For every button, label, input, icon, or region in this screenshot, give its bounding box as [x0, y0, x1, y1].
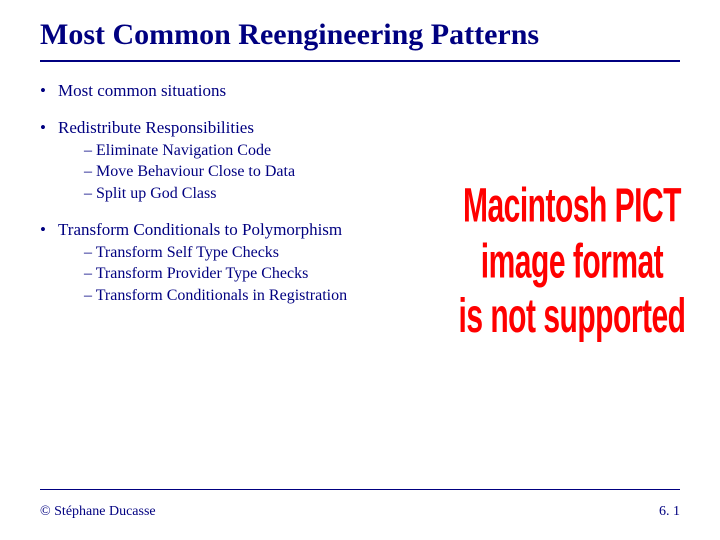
bullet-text: Most common situations	[58, 81, 226, 100]
title-underline	[40, 60, 680, 62]
bullet-dot-icon: •	[40, 117, 58, 140]
slide: Most Common Reengineering Patterns •Most…	[0, 0, 720, 540]
placeholder-line: image format	[452, 235, 692, 290]
slide-footer: © Stéphane Ducasse 6. 1	[40, 504, 680, 520]
bullet-item: •Redistribute Responsibilities	[40, 117, 680, 140]
sub-bullet-text: Transform Self Type Checks	[96, 244, 279, 261]
footer-author: © Stéphane Ducasse	[40, 504, 156, 520]
slide-title: Most Common Reengineering Patterns	[40, 18, 680, 52]
placeholder-line: Macintosh PICT	[452, 180, 692, 235]
sub-bullet-text: Move Behaviour Close to Data	[96, 163, 295, 180]
sub-bullet-text: Transform Provider Type Checks	[96, 265, 309, 282]
sub-bullet-text: Eliminate Navigation Code	[96, 142, 271, 159]
bullet-dot-icon: •	[40, 219, 58, 242]
missing-image-placeholder: Macintosh PICT image format is not suppo…	[452, 180, 692, 346]
sub-bullet-text: Transform Conditionals in Registration	[96, 287, 347, 304]
footer-page-number: 6. 1	[659, 504, 680, 520]
bullet-text: Redistribute Responsibilities	[58, 118, 254, 137]
footer-rule	[40, 489, 680, 490]
bullet-dot-icon: •	[40, 80, 58, 103]
bullet-text: Transform Conditionals to Polymorphism	[58, 220, 342, 239]
sub-bullet-text: Split up God Class	[96, 185, 216, 202]
bullet-item: •Most common situations	[40, 80, 680, 103]
sub-bullet-item: – Eliminate Navigation Code	[84, 140, 680, 162]
placeholder-line: is not supported	[452, 290, 692, 345]
